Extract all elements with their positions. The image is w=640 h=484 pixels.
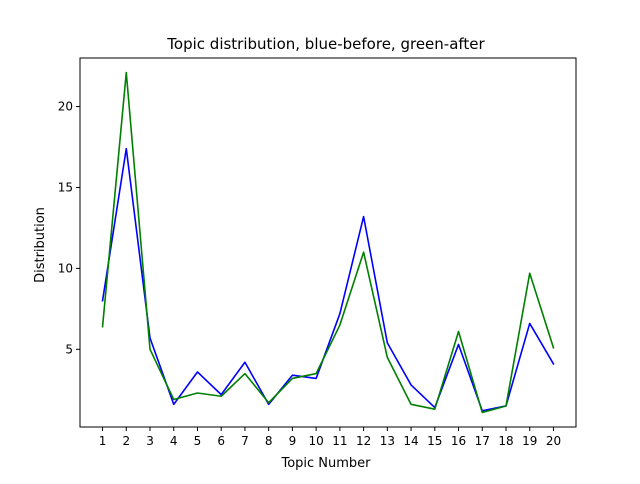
x-tick-label: 17	[475, 434, 490, 448]
x-axis-label: Topic Number	[280, 456, 371, 471]
series-line-2	[101, 71, 555, 414]
y-axis-label: Distribution	[33, 207, 48, 283]
x-tick-label: 15	[427, 434, 442, 448]
x-tick-label: 8	[265, 434, 273, 448]
x-tick-label: 10	[308, 434, 323, 448]
x-tick-label: 1	[99, 434, 107, 448]
x-tick-label: 2	[122, 434, 130, 448]
x-tick-label: 11	[332, 434, 347, 448]
x-tick-label: 20	[546, 434, 561, 448]
x-tick-label: 16	[451, 434, 466, 448]
x-tick-label: 7	[241, 434, 249, 448]
x-tick-label: 6	[217, 434, 225, 448]
x-tick-label: 5	[194, 434, 202, 448]
x-tick-label: 4	[170, 434, 178, 448]
x-tick-label: 9	[289, 434, 297, 448]
y-tick-label: 15	[58, 180, 73, 194]
chart-title: Topic distribution, blue-before, green-a…	[166, 35, 485, 53]
x-tick-label: 14	[403, 434, 418, 448]
y-tick-label: 5	[65, 342, 73, 356]
x-tick-label: 3	[146, 434, 154, 448]
y-tick-label: 10	[58, 261, 73, 275]
x-tick-label: 12	[356, 434, 371, 448]
axes-frame	[79, 57, 577, 428]
x-tick-label: 19	[522, 434, 537, 448]
x-tick-label: 13	[380, 434, 395, 448]
y-tick-label: 20	[58, 100, 73, 114]
x-tick-label: 18	[498, 434, 513, 448]
